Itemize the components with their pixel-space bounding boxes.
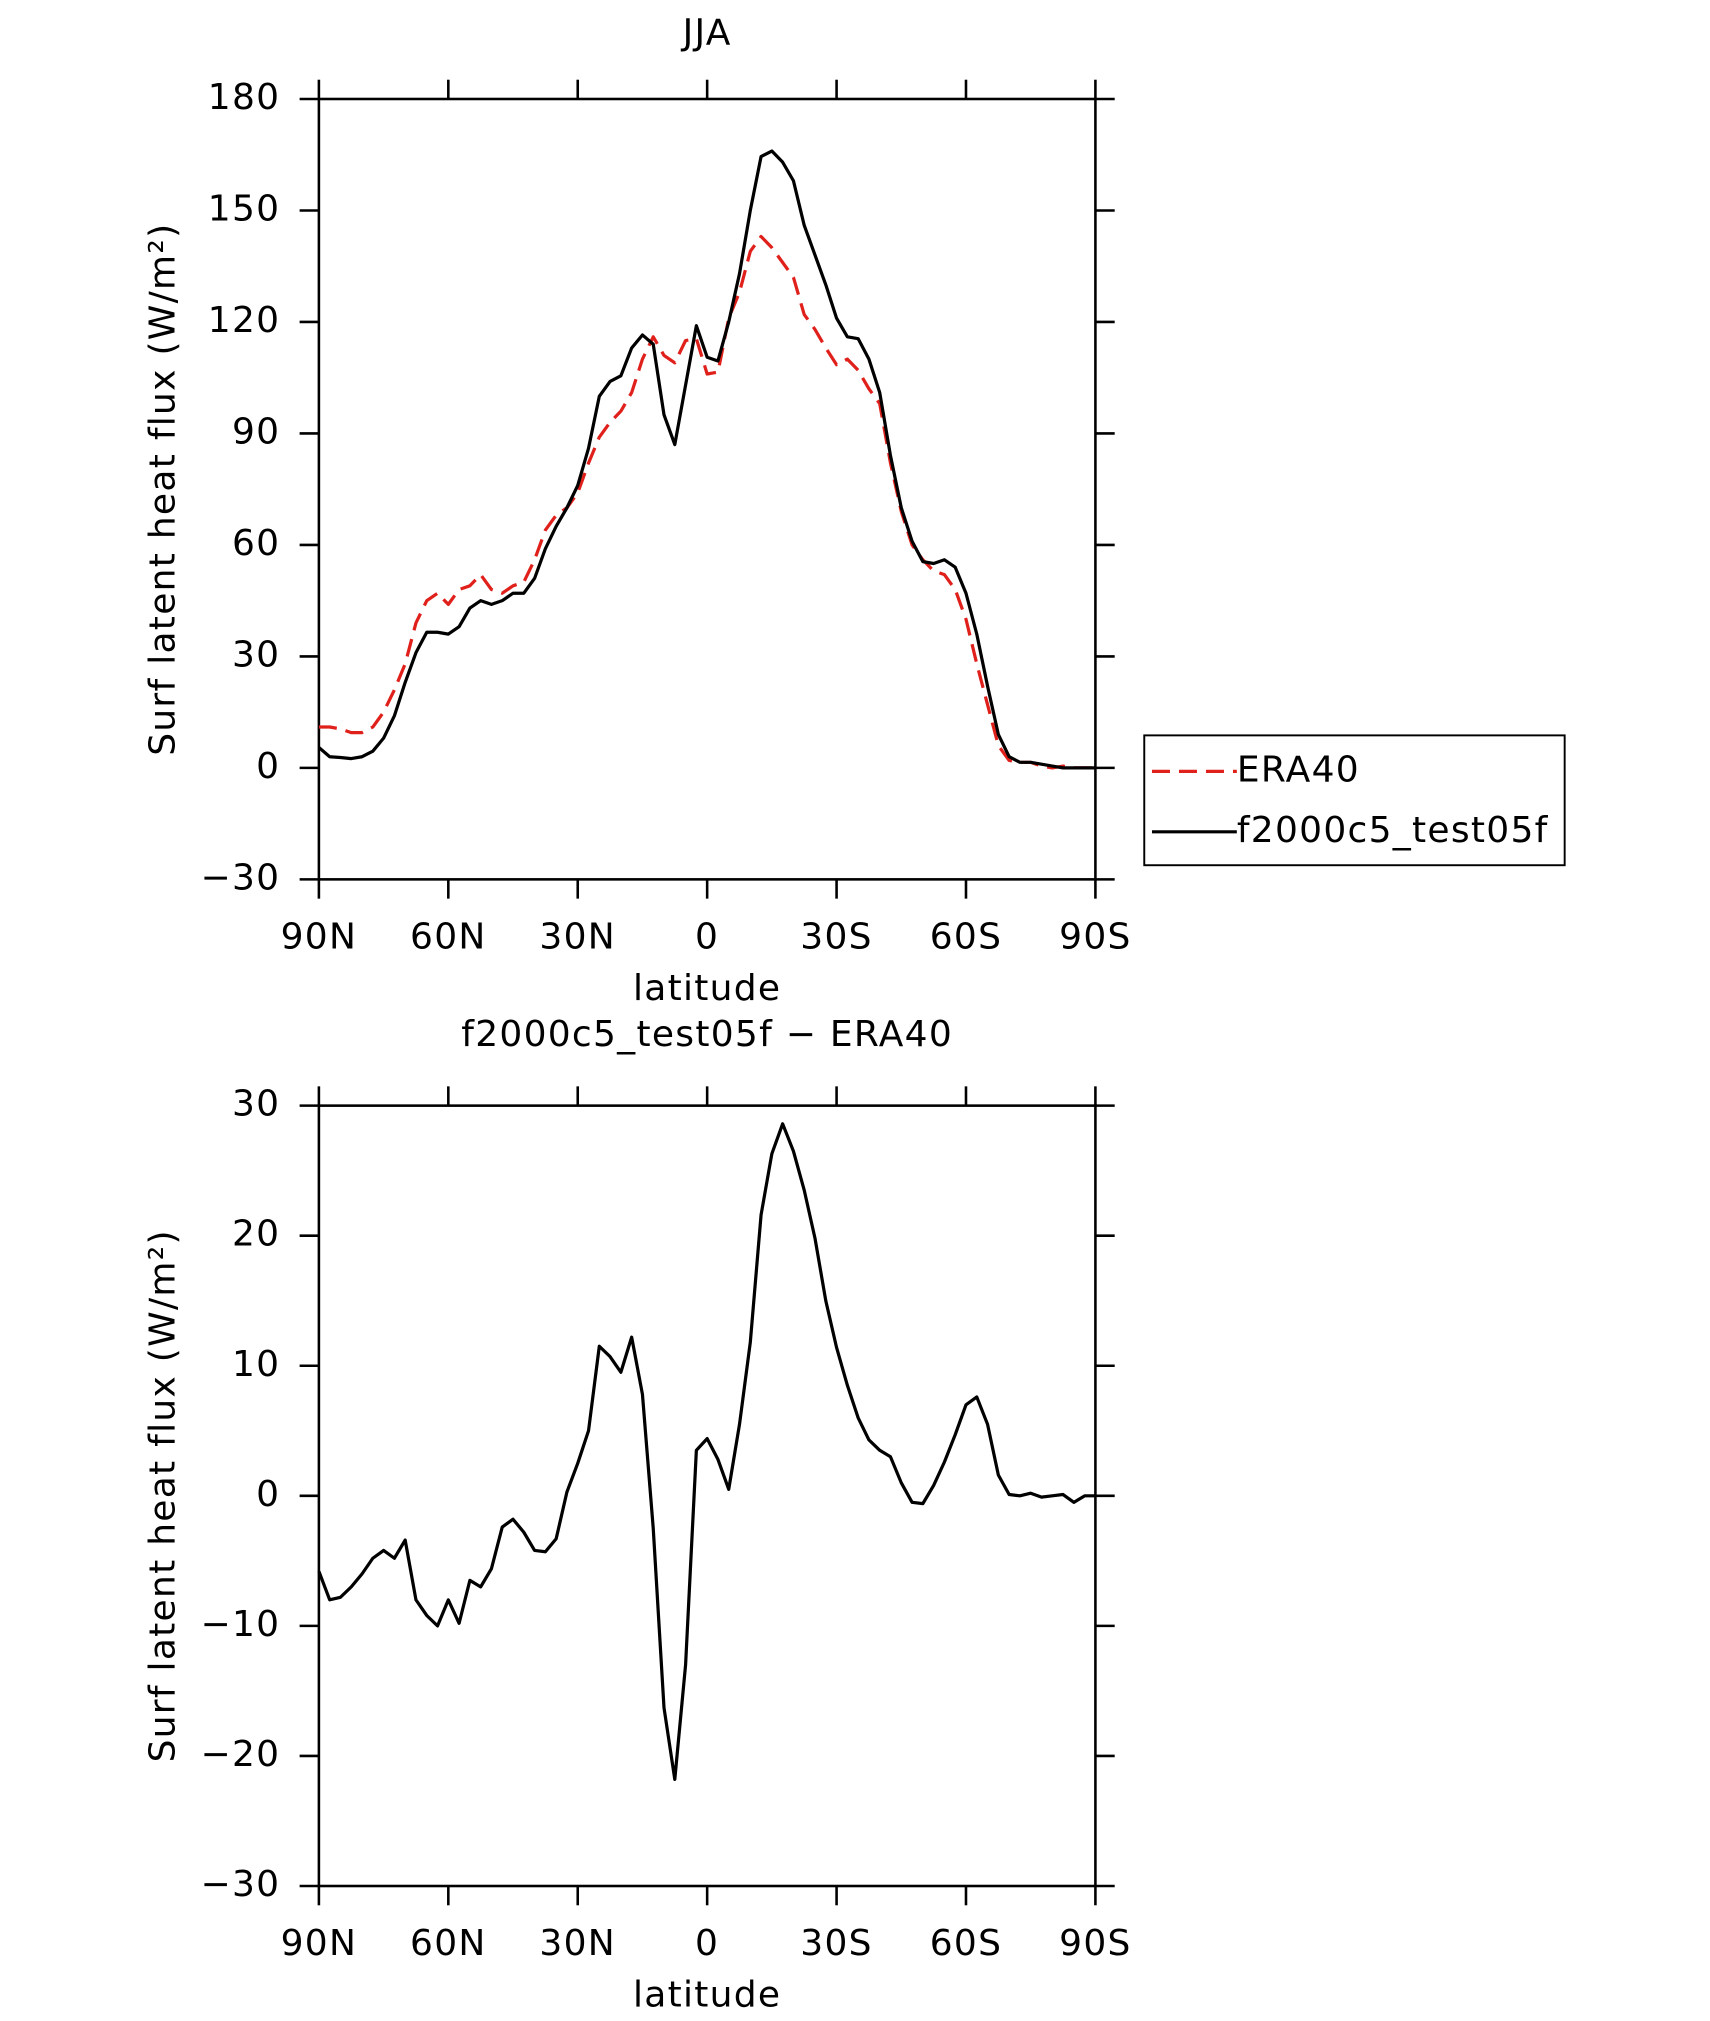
x-tick-label: 90S xyxy=(1059,1923,1132,1964)
y-tick-label: 30 xyxy=(232,1084,280,1125)
legend-label: ERA40 xyxy=(1237,749,1360,790)
x-tick-label: 60N xyxy=(410,1923,487,1964)
y-tick-label: 60 xyxy=(232,523,280,564)
y-tick-label: 0 xyxy=(256,1474,280,1515)
y-tick-label: 10 xyxy=(232,1344,280,1385)
y-tick-label: 120 xyxy=(208,300,281,341)
y-tick-label: 0 xyxy=(256,746,280,787)
y-tick-label: 90 xyxy=(232,411,280,452)
x-tick-label: 60N xyxy=(410,917,487,958)
chart-title: JJA xyxy=(681,13,732,54)
x-tick-label: 60S xyxy=(930,917,1003,958)
legend-box xyxy=(1143,734,1566,867)
y-tick-label: −10 xyxy=(201,1604,281,1645)
y-tick-label: −30 xyxy=(201,857,281,898)
x-tick-label: 90N xyxy=(281,1923,358,1964)
y-axis-label: Surf latent heat flux (W/m²) xyxy=(143,223,184,756)
plot-frame xyxy=(317,1104,1097,1888)
legend-label: f2000c5_test05f xyxy=(1237,810,1549,851)
y-tick-label: −30 xyxy=(201,1864,281,1905)
y-tick-label: −20 xyxy=(201,1734,281,1775)
x-tick-label: 30N xyxy=(539,917,616,958)
y-tick-label: 20 xyxy=(232,1214,280,1255)
x-axis-label: latitude xyxy=(633,1975,781,2016)
x-tick-label: 30N xyxy=(539,1923,616,1964)
x-tick-label: 90N xyxy=(281,917,358,958)
y-tick-label: 180 xyxy=(208,77,281,118)
y-axis-label: Surf latent heat flux (W/m²) xyxy=(143,1229,184,1762)
y-tick-label: 30 xyxy=(232,634,280,675)
plot-frame xyxy=(317,97,1097,881)
x-tick-label: 30S xyxy=(800,1923,873,1964)
data-line xyxy=(317,1122,1096,1781)
x-tick-label: 90S xyxy=(1059,917,1132,958)
data-line xyxy=(317,149,1096,770)
x-axis-label: latitude xyxy=(633,968,781,1009)
data-line xyxy=(318,234,1096,770)
x-tick-label: 0 xyxy=(695,1923,719,1964)
x-tick-label: 0 xyxy=(695,917,719,958)
x-tick-label: 60S xyxy=(930,1923,1003,1964)
y-tick-label: 150 xyxy=(208,188,281,229)
chart-title: f2000c5_test05f − ERA40 xyxy=(461,1014,953,1055)
x-tick-label: 30S xyxy=(800,917,873,958)
